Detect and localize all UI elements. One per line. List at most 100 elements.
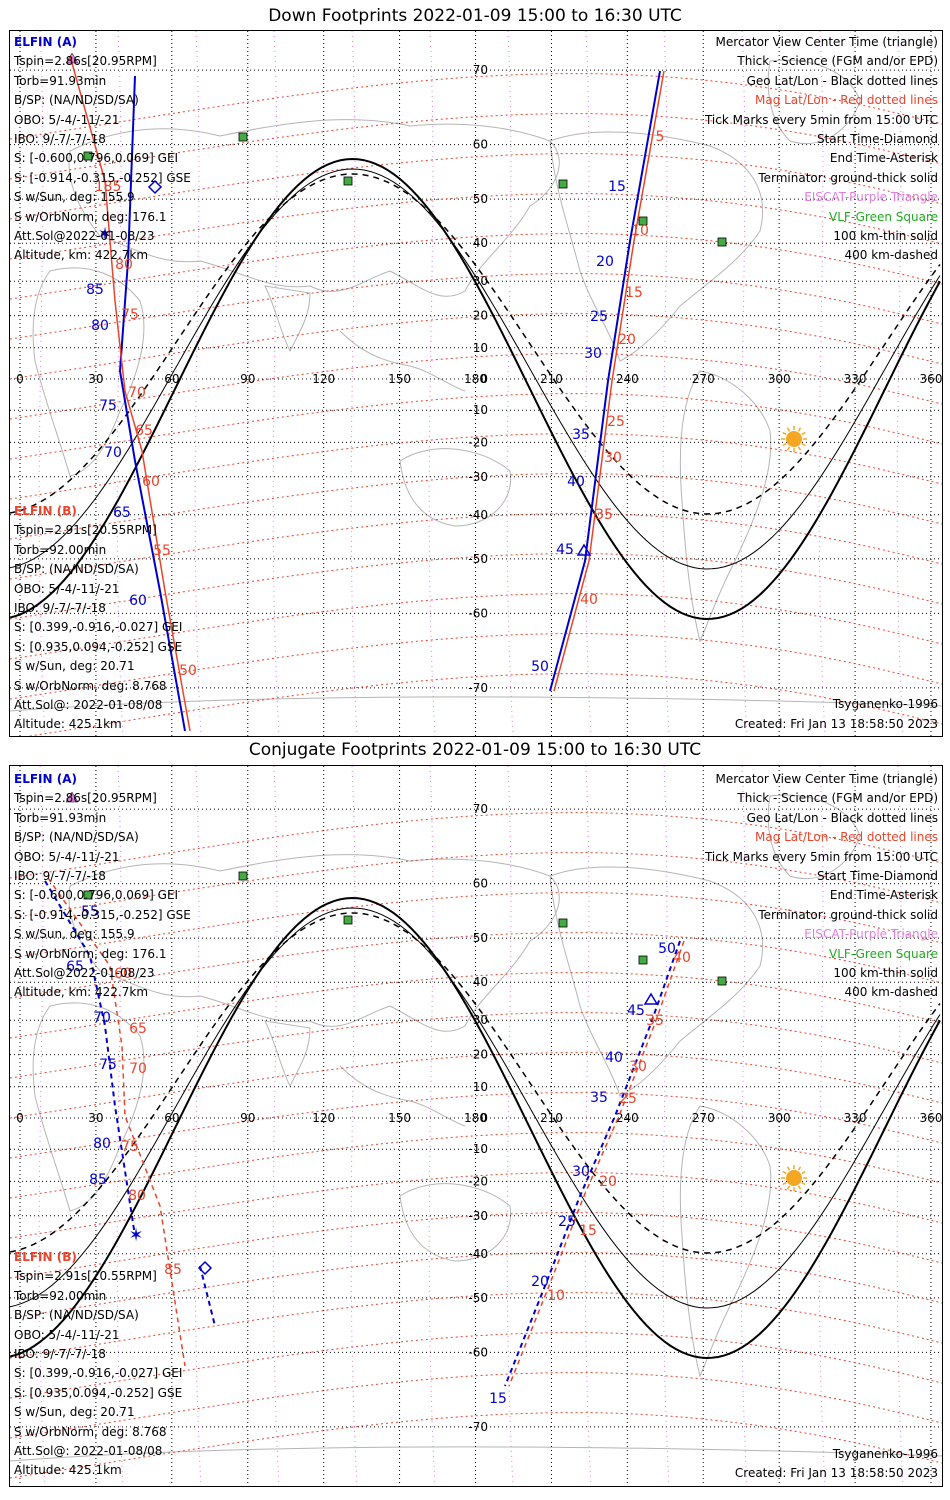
mag-meridian bbox=[350, 766, 358, 1486]
sun-ray bbox=[786, 1185, 791, 1190]
lat-tick-label: -10 bbox=[468, 403, 488, 417]
lat-tick-label: -40 bbox=[468, 1247, 488, 1261]
vlf-square-icon bbox=[638, 216, 648, 226]
mag-parallel bbox=[10, 1172, 942, 1239]
elfin-a-line: Torb=91.93min bbox=[14, 73, 107, 88]
mag-meridian bbox=[740, 31, 748, 736]
legend-item: Mercator View Center Time (triangle) bbox=[715, 772, 938, 786]
map-panel-down: 0 30 60 90 120 150 180 210 240 270 300 330 360 70 60 50… bbox=[9, 30, 943, 737]
mag-meridian bbox=[818, 31, 826, 736]
legend-item: EISCAT-Purple Triangle bbox=[804, 190, 938, 205]
mag-parallel bbox=[10, 892, 942, 959]
lon-tick-label: 210 bbox=[540, 372, 563, 386]
elfin-a-time-label: 15 bbox=[489, 1391, 507, 1407]
elfin-b-line: IBO: 9/-7/-7/-18 bbox=[14, 601, 106, 616]
mag-parallel bbox=[10, 313, 942, 380]
elfin-a-time-label: 80 bbox=[91, 318, 109, 334]
mag-meridian bbox=[428, 31, 436, 736]
mag-parallel bbox=[10, 633, 942, 700]
legend-item: Tick Marks every 5min from 15:00 UTC bbox=[704, 112, 938, 127]
mag-parallel bbox=[26, 673, 942, 736]
coastline bbox=[767, 794, 861, 880]
sun-ray bbox=[782, 442, 787, 447]
elfin-a-time-label: 75 bbox=[99, 398, 117, 414]
lon-tick-label: 90 bbox=[240, 1111, 255, 1125]
elfin-b-time-label: 75 bbox=[121, 1139, 139, 1155]
elfin-b-time-label: 70 bbox=[128, 385, 146, 401]
elfin-a-line: S: [-0.914,-0.315,-0.252] GSE bbox=[14, 907, 191, 922]
elfin-b-info-down: ELFIN (B) Tspin=2.91s[20.55RPM] Torb=92.… bbox=[14, 502, 182, 735]
mag-meridian bbox=[584, 31, 592, 736]
elfin-a-time-label: 35 bbox=[572, 427, 590, 443]
lon-tick-label: 270 bbox=[692, 372, 715, 386]
elfin-b-time-label: 85 bbox=[164, 1262, 182, 1278]
mag-parallel bbox=[10, 393, 942, 460]
mag-meridian bbox=[272, 31, 280, 736]
legend-item: 400 km-dashed bbox=[844, 985, 938, 1000]
elfin-a-time-label: 40 bbox=[605, 1050, 623, 1066]
lat-tick-label: 60 bbox=[473, 138, 488, 152]
mag-parallel bbox=[10, 553, 942, 620]
mag-meridian bbox=[116, 31, 124, 736]
lon-tick-label: 60 bbox=[164, 372, 179, 386]
coastline bbox=[264, 285, 311, 353]
elfin-b-line: Altitude: 425.1km bbox=[14, 717, 122, 732]
elfin-a-time-label: 25 bbox=[558, 1214, 576, 1230]
elfin-a-time-label: 70 bbox=[93, 1010, 111, 1026]
coastline bbox=[32, 267, 145, 477]
elfin-b-time-label: 65 bbox=[135, 423, 153, 439]
lon-tick-label: 180 bbox=[464, 372, 487, 386]
legend-item: Geo Lat/Lon - Black dotted lines bbox=[746, 73, 938, 88]
elfin-b-line: S: [0.399,-0.916,-0.027] GEI bbox=[14, 1366, 183, 1381]
elfin-b-line: S w/OrbNorm, deg: 8.768 bbox=[14, 1424, 167, 1439]
coastline bbox=[339, 1065, 466, 1127]
elfin-b-line: Att.Sol@: 2022-01-08/08 bbox=[14, 1444, 163, 1459]
start-diamond-icon bbox=[197, 1260, 213, 1276]
coastline bbox=[549, 131, 764, 362]
lat-tick-label: -20 bbox=[468, 1174, 488, 1188]
mag-parallel bbox=[10, 113, 942, 180]
terminator-ground bbox=[10, 896, 941, 1360]
elfin-a-line: Att.Sol@2022-01-08/23 bbox=[14, 229, 155, 244]
sun-ray bbox=[786, 427, 791, 432]
elfin-b-line: Altitude: 425.1km bbox=[14, 1463, 122, 1478]
legend-item: EISCAT-Purple Triangle bbox=[804, 927, 938, 942]
created-label: Created: Fri Jan 13 18:58:50 2023 bbox=[734, 717, 938, 731]
elfin-a-line: OBO: 5/-4/-11/-21 bbox=[14, 112, 120, 127]
lon-tick-label: 90 bbox=[240, 372, 255, 386]
mag-meridian bbox=[428, 766, 436, 1486]
elfin-a-line: S w/OrbNorm, deg: 176.1 bbox=[14, 209, 167, 224]
mag-meridian bbox=[38, 31, 46, 736]
legend-item: Mag Lat/Lon - Red dotted lines bbox=[754, 93, 938, 108]
elfin-b-time-label: 35 bbox=[595, 507, 613, 523]
legend-item: Geo Lat/Lon - Black dotted lines bbox=[746, 810, 938, 825]
elfin-a-line: Tspin=2.86s[20.95RPM] bbox=[14, 54, 157, 69]
legend-item: VLF-Green Square bbox=[829, 209, 938, 224]
elfin-a-header: ELFIN (A) bbox=[14, 35, 77, 49]
lat-tick-label: 40 bbox=[473, 975, 488, 989]
elfin-b-time-label: 185 bbox=[95, 179, 122, 195]
panel-title-down: Down Footprints 2022-01-09 15:00 to 16:3… bbox=[268, 6, 682, 26]
lat-tick-label: -10 bbox=[468, 1142, 488, 1156]
mag-parallel bbox=[10, 593, 942, 660]
legend-item: Thick - Science (FGM and/or EPD) bbox=[737, 54, 938, 69]
elfin-a-line: Att.Sol@2022-01-08/23 bbox=[14, 966, 155, 981]
legend-item: Mag Lat/Lon - Red dotted lines bbox=[754, 830, 938, 845]
coastline bbox=[399, 448, 512, 527]
lat-tick-label: 10 bbox=[473, 341, 488, 355]
lat-tick-label: 20 bbox=[473, 1048, 488, 1062]
elfin-b-time-label: 15 bbox=[625, 285, 643, 301]
lon-tick-label: 300 bbox=[768, 372, 791, 386]
elfin-b-line: Att.Sol@: 2022-01-08/08 bbox=[14, 698, 163, 713]
elfin-a-track-left bbox=[44, 880, 136, 1237]
elfin-b-time-label: 20 bbox=[618, 332, 636, 348]
elfin-b-track-left bbox=[47, 877, 186, 1367]
vlf-square-icon bbox=[83, 151, 93, 161]
center-triangle-icon bbox=[576, 543, 592, 556]
mag-parallel bbox=[10, 1132, 942, 1199]
elfin-a-info-down: ELFIN (A) Tspin=2.86s[20.95RPM] Torb=91.… bbox=[14, 33, 191, 266]
lon-tick-label: 120 bbox=[312, 1111, 335, 1125]
elfin-b-time-label: 60 bbox=[142, 474, 160, 490]
elfin-b-time-label: 50 bbox=[179, 663, 197, 679]
mag-parallel bbox=[10, 1412, 942, 1479]
